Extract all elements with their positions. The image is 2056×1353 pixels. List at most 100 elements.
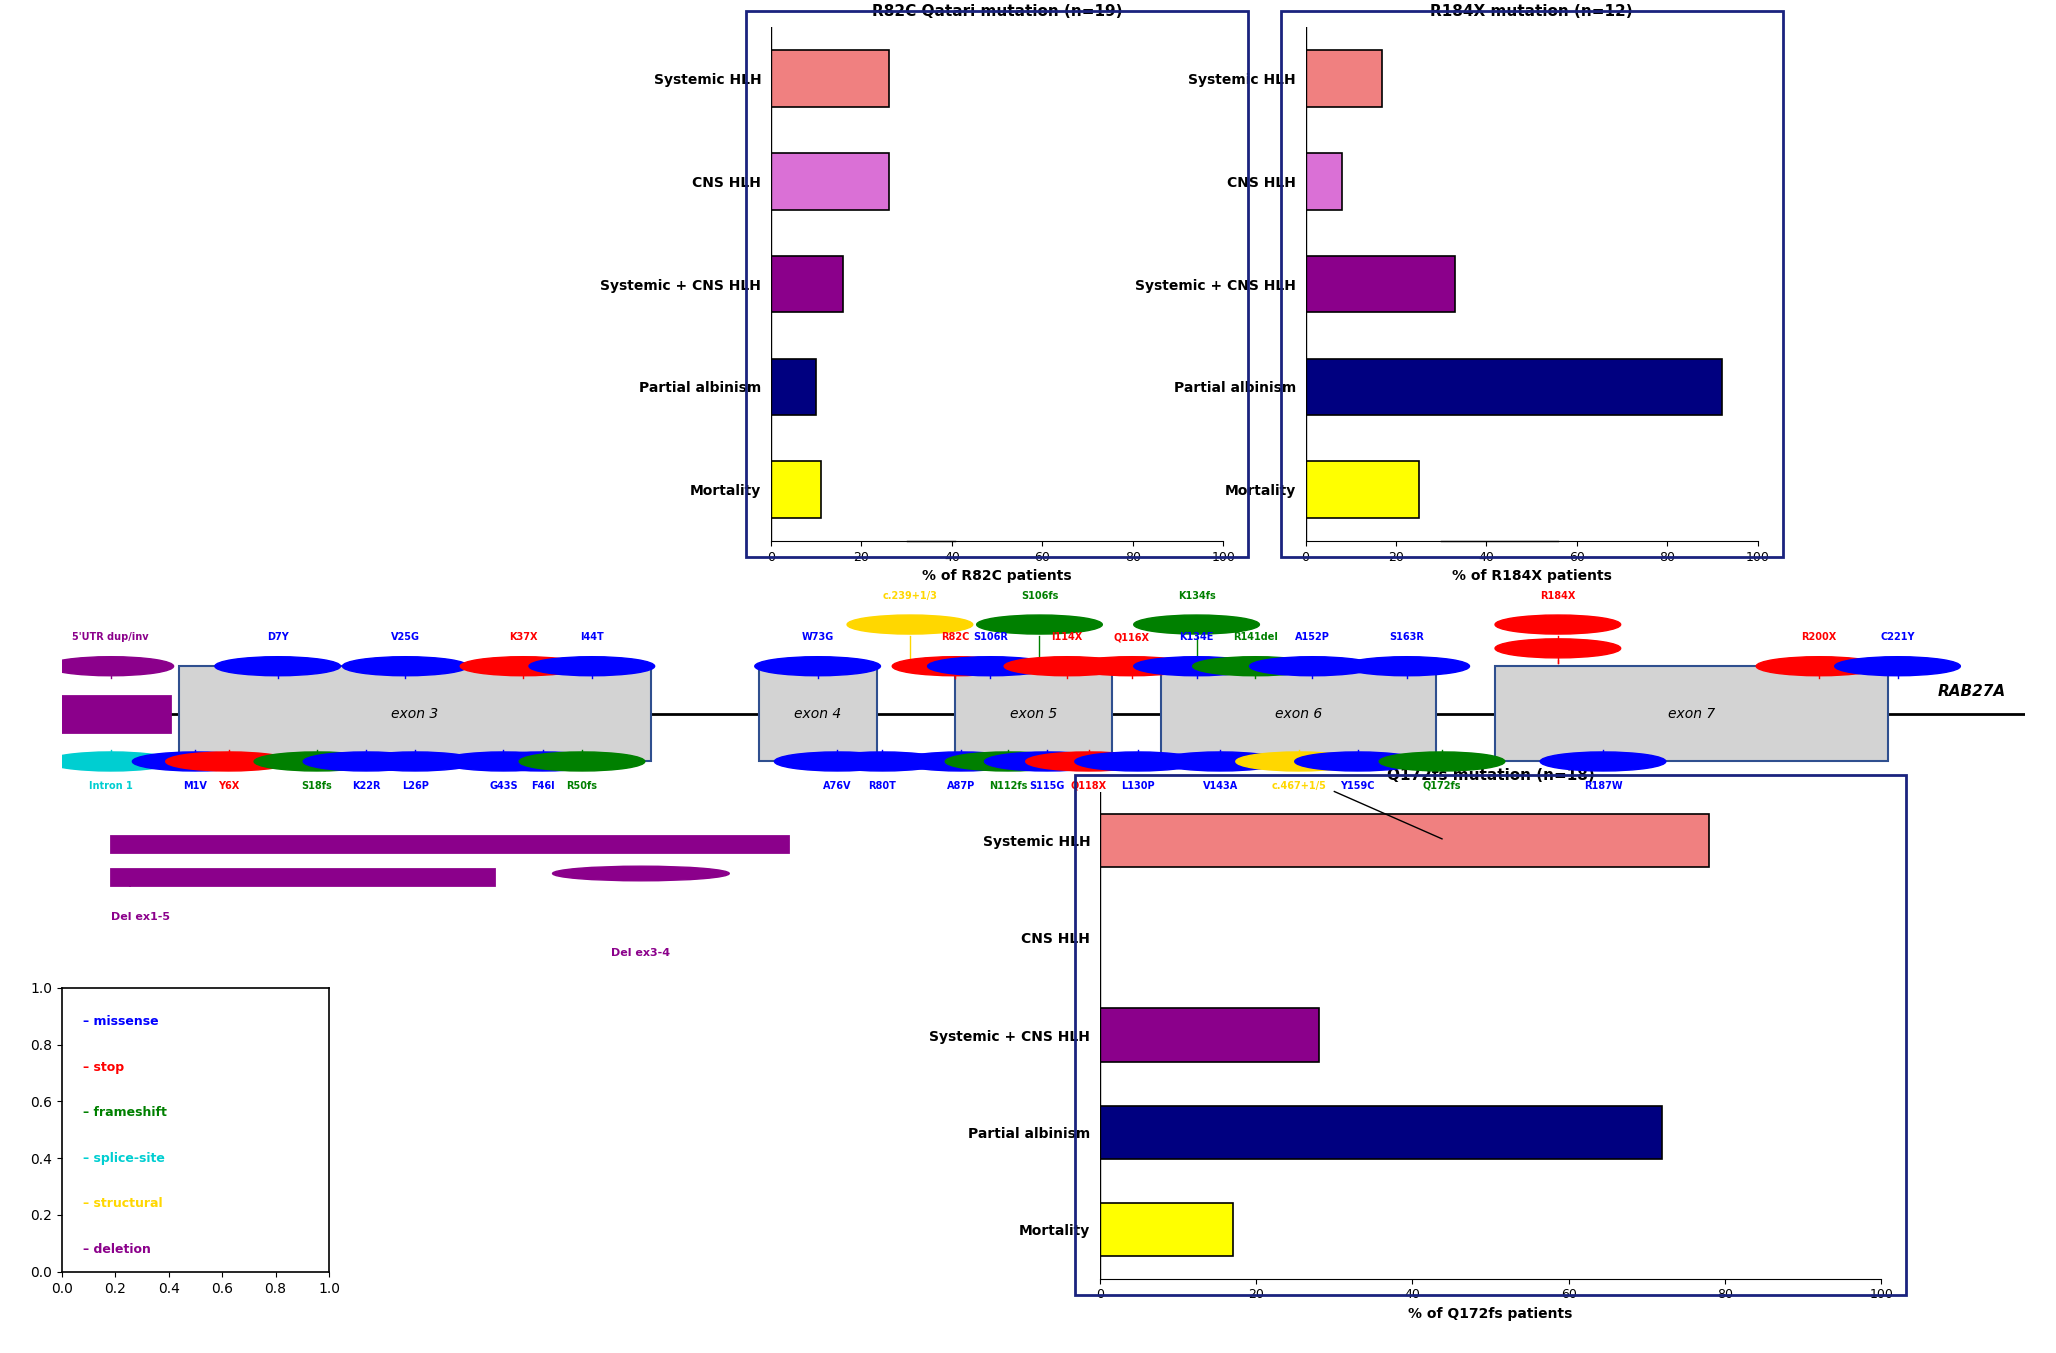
Circle shape bbox=[343, 656, 469, 675]
Text: Y159C: Y159C bbox=[1341, 781, 1375, 790]
Text: A76V: A76V bbox=[822, 781, 851, 790]
Text: exon 4: exon 4 bbox=[794, 706, 841, 721]
Circle shape bbox=[47, 752, 173, 771]
Text: A152P: A152P bbox=[1295, 632, 1330, 643]
Text: S115G: S115G bbox=[1030, 781, 1065, 790]
FancyBboxPatch shape bbox=[956, 666, 1112, 762]
Text: RAB27A: RAB27A bbox=[1937, 685, 2005, 700]
Bar bbox=[1306, 359, 1721, 415]
Text: L26P: L26P bbox=[401, 781, 428, 790]
FancyBboxPatch shape bbox=[1162, 666, 1435, 762]
Text: N112fs: N112fs bbox=[989, 781, 1028, 790]
Circle shape bbox=[1834, 656, 1959, 675]
Text: c.467+1/5: c.467+1/5 bbox=[1271, 781, 1326, 790]
Text: exon 5: exon 5 bbox=[1009, 706, 1057, 721]
Text: V143A: V143A bbox=[1203, 781, 1238, 790]
Text: – missense: – missense bbox=[82, 1015, 158, 1028]
Text: R50fs: R50fs bbox=[567, 781, 598, 790]
Circle shape bbox=[892, 656, 1018, 675]
Text: exon 3: exon 3 bbox=[391, 706, 438, 721]
Bar bbox=[771, 461, 820, 518]
Bar bbox=[771, 359, 816, 415]
Circle shape bbox=[479, 752, 607, 771]
Bar bbox=[1306, 256, 1456, 313]
Text: Del ex1-5: Del ex1-5 bbox=[111, 912, 171, 923]
Circle shape bbox=[440, 752, 565, 771]
Text: L130P: L130P bbox=[1121, 781, 1155, 790]
Text: S18fs: S18fs bbox=[302, 781, 333, 790]
Circle shape bbox=[553, 866, 730, 881]
Text: Del ex3-4: Del ex3-4 bbox=[611, 948, 670, 958]
FancyBboxPatch shape bbox=[179, 666, 650, 762]
X-axis label: % of Q172fs patients: % of Q172fs patients bbox=[1408, 1307, 1573, 1321]
Title: R184X mutation (n=12): R184X mutation (n=12) bbox=[1431, 4, 1632, 19]
Text: Q118X: Q118X bbox=[1071, 781, 1106, 790]
Circle shape bbox=[1133, 656, 1260, 675]
Text: Intron 1: Intron 1 bbox=[88, 781, 134, 790]
Text: S106fs: S106fs bbox=[1022, 591, 1059, 601]
Bar bbox=[1306, 461, 1419, 518]
Circle shape bbox=[775, 752, 901, 771]
Circle shape bbox=[1295, 752, 1421, 771]
Bar bbox=[771, 256, 843, 313]
Text: Y6X: Y6X bbox=[218, 781, 238, 790]
Text: I44T: I44T bbox=[580, 632, 604, 643]
Circle shape bbox=[1003, 656, 1131, 675]
Text: K37X: K37X bbox=[508, 632, 537, 643]
Circle shape bbox=[1495, 639, 1620, 658]
Circle shape bbox=[132, 752, 259, 771]
Text: R141del: R141del bbox=[1234, 632, 1279, 643]
Circle shape bbox=[1756, 656, 1881, 675]
Circle shape bbox=[461, 656, 586, 675]
Title: R82C Qatari mutation (n=19): R82C Qatari mutation (n=19) bbox=[872, 4, 1123, 19]
Text: K134E: K134E bbox=[1180, 632, 1213, 643]
Circle shape bbox=[927, 656, 1053, 675]
Circle shape bbox=[255, 752, 380, 771]
Circle shape bbox=[898, 752, 1024, 771]
Text: R80T: R80T bbox=[868, 781, 896, 790]
Text: R187W: R187W bbox=[1583, 781, 1622, 790]
Text: – stop: – stop bbox=[82, 1061, 123, 1074]
Circle shape bbox=[1250, 656, 1375, 675]
FancyBboxPatch shape bbox=[111, 869, 493, 885]
Circle shape bbox=[946, 752, 1071, 771]
Text: I114X: I114X bbox=[1051, 632, 1084, 643]
Text: C221Y: C221Y bbox=[1881, 632, 1914, 643]
Bar bbox=[771, 50, 888, 107]
Circle shape bbox=[352, 752, 477, 771]
FancyBboxPatch shape bbox=[1495, 666, 1887, 762]
Circle shape bbox=[977, 616, 1102, 635]
Circle shape bbox=[1540, 752, 1665, 771]
Circle shape bbox=[167, 752, 292, 771]
Bar bbox=[1100, 1105, 1663, 1160]
FancyBboxPatch shape bbox=[111, 836, 787, 852]
Text: – splice-site: – splice-site bbox=[82, 1151, 164, 1165]
Text: Q172fs: Q172fs bbox=[1423, 781, 1462, 790]
Text: exon 7: exon 7 bbox=[1667, 706, 1715, 721]
Text: D7Y: D7Y bbox=[267, 632, 288, 643]
Circle shape bbox=[1345, 656, 1470, 675]
Text: V25G: V25G bbox=[391, 632, 419, 643]
Bar bbox=[771, 153, 888, 210]
Circle shape bbox=[820, 752, 946, 771]
Title: Q172fs mutation (n=18): Q172fs mutation (n=18) bbox=[1386, 769, 1595, 783]
Text: c.239+1/3: c.239+1/3 bbox=[882, 591, 938, 601]
Text: A87P: A87P bbox=[948, 781, 975, 790]
Circle shape bbox=[1026, 752, 1151, 771]
Text: S106R: S106R bbox=[972, 632, 1007, 643]
Circle shape bbox=[47, 656, 173, 675]
Text: S163R: S163R bbox=[1390, 632, 1425, 643]
Text: G43S: G43S bbox=[489, 781, 518, 790]
Circle shape bbox=[214, 656, 341, 675]
Text: – structural: – structural bbox=[82, 1197, 162, 1210]
Circle shape bbox=[985, 752, 1110, 771]
Bar bbox=[1100, 813, 1709, 867]
X-axis label: % of R184X patients: % of R184X patients bbox=[1452, 570, 1612, 583]
Circle shape bbox=[520, 752, 646, 771]
X-axis label: % of R82C patients: % of R82C patients bbox=[923, 570, 1071, 583]
Bar bbox=[1100, 1203, 1234, 1257]
Text: R200X: R200X bbox=[1801, 632, 1836, 643]
Circle shape bbox=[1133, 616, 1260, 635]
Text: W73G: W73G bbox=[802, 632, 835, 643]
Text: R184Q: R184Q bbox=[1540, 614, 1575, 625]
